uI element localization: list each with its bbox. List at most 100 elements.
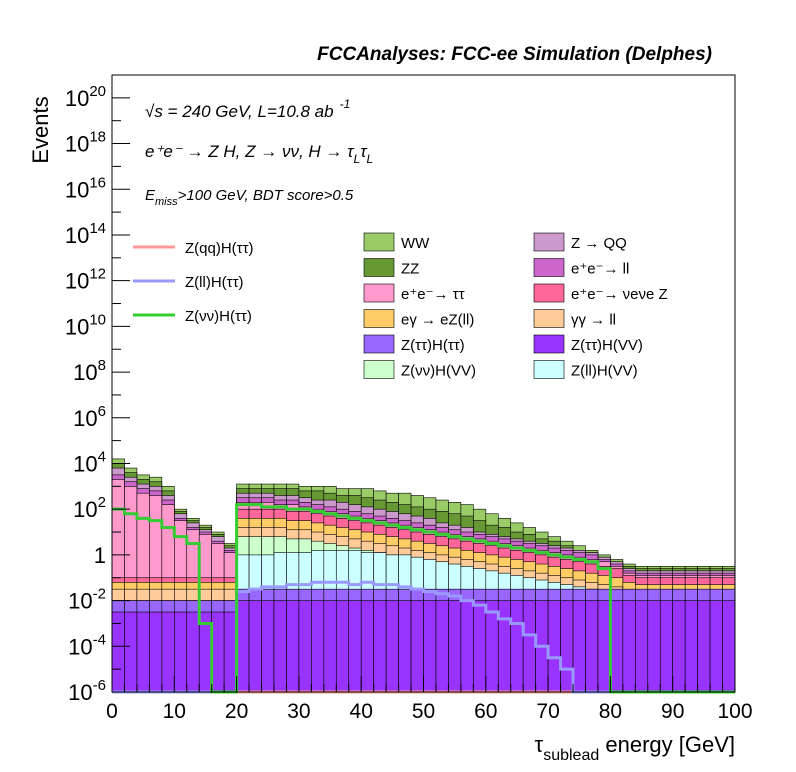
legend-swatch-e-e-e-e-z [533,283,565,303]
legend-label-z-qq: Z → QQ [571,235,627,252]
x-tick-label-10: 100 [717,700,752,723]
bar-z-h-vv-32 [510,600,524,693]
bar-z-h-vv-1 [124,611,138,693]
y-tick-label-5: 104 [73,448,106,476]
bar-z-h-vv-35 [547,600,561,693]
y-tick-label-11: 1016 [65,174,106,202]
bar-z-h-vv-13 [273,600,287,693]
bar-z-h-vv-42 [635,600,649,693]
legend-swatch-e-e-ll [533,258,565,277]
bar-z-h-vv-9 [223,611,237,693]
selection-label: Emiss>100 GeV, BDT score>0.5 [145,187,354,208]
legend: Z(qq)H(ττ) Z(ll)H(ττ) Z(νν)H(ττ) WW ZZ e⁺e⁻→ … [133,232,668,380]
energy-label: √s = 240 GeV, L=10.8 ab -1 [145,97,350,121]
x-tick-label-2: 20 [225,700,248,723]
bar-z-h-vv-5 [174,611,188,693]
bar-z-h-vv-14 [286,600,300,693]
x-tick-label-3: 30 [287,700,310,723]
x-tick-label-8: 80 [599,700,622,723]
legend-swatch-zz [363,258,395,277]
legend-label-zz: ZZ [401,261,419,278]
y-tick-label-4: 102 [73,494,106,522]
y-tick-label-10: 1014 [65,220,106,248]
bar-z-h-vv-18 [335,600,350,693]
line-z-h [112,503,735,694]
bar-z-h-vv-25 [423,600,437,693]
legend-swatch-z-qq [533,232,565,252]
bar-z-h-vv-44 [659,600,673,693]
y-tick-label-2: 10-2 [68,586,106,614]
legend-label-z-h-vv: Z(νν)H(VV) [401,363,476,380]
bar-z-h-vv-3 [149,611,163,693]
y-tick-label-12: 1018 [65,129,106,157]
x-tick-label-0: 0 [106,700,118,723]
x-tick-label-1: 10 [163,700,186,723]
bar-z-h-vv-38 [585,600,599,693]
bar-z-h-vv-6 [186,611,200,693]
y-tick-label-3: 1 [94,543,106,568]
bar-z-h-vv-45 [672,600,686,693]
bar-z-h-vv-21 [373,600,387,693]
y-tick-label-0: 10-6 [68,677,106,705]
bar-z-h-vv-4 [161,611,175,693]
bar-z-h-vv-27 [448,600,462,693]
legend-label-e-e-ll: e⁺e⁻→ ll [571,261,629,278]
legend-label-e-e-e-e-z: e⁺e⁻→ νeνe Z [571,286,668,303]
legend-swatch-ww [363,232,395,252]
legend-label-z-qq-h: Z(qq)H(ττ) [185,240,254,257]
bar-z-h-vv-47 [697,600,711,693]
legend-label-z-h: Z(νν)H(ττ) [185,308,252,325]
bar-z-h-vv-33 [522,600,536,693]
y-axis-label: Events [28,96,53,163]
legend-swatch-z-h [363,334,395,354]
bar-z-h-vv-22 [385,600,399,693]
x-tick-label-7: 70 [536,700,559,723]
bar-z-h-vv-12 [261,600,275,693]
stack-bars [111,458,736,693]
legend-swatch-e-e [363,283,395,303]
bar-z-h-vv-37 [572,600,586,693]
bar-z-h-vv-30 [485,600,499,693]
process-label: e⁺e⁻ → Z H, Z → νν, H → τLτL [145,142,373,166]
legend-swatch-z-h-vv [533,334,565,354]
legend-swatch-e-ez-ll [363,309,395,328]
y-tick-label-1: 10-4 [68,631,106,659]
legend-label-z-h: Z(ττ)H(ττ) [401,337,465,354]
x-tick-label-4: 40 [350,700,373,723]
legend-label-ll: γγ → ll [571,312,616,329]
bar-z-h-vv-28 [460,600,474,693]
legend-swatch-z-h-vv [363,360,395,379]
legend-label-e-ez-ll: eγ → eZ(ll) [401,312,474,329]
bar-z-h-vv-11 [248,600,262,693]
bar-z-h-vv-23 [398,600,412,693]
bar-z-h-vv-46 [684,600,698,693]
bar-z-h-vv-29 [473,600,487,693]
bar-z-h-vv-39 [597,600,611,693]
x-tick-label-6: 60 [474,700,497,723]
bar-z-h-vv-48 [709,600,723,693]
y-tick-label-6: 106 [73,403,106,431]
bar-z-h-vv-19 [348,600,362,693]
bar-z-h-vv-24 [410,600,424,693]
x-tick-label-5: 50 [412,700,435,723]
bar-z-h-vv-26 [435,600,449,693]
legend-swatch-z-ll-h-vv [533,360,565,379]
bar-z-h-vv-49 [722,600,736,693]
bar-z-h-vv-20 [360,600,374,693]
bar-z-h-vv-16 [311,600,325,693]
bar-z-h-vv-10 [236,600,250,693]
bar-z-h-vv-8 [211,611,225,693]
legend-label-z-ll-h-vv: Z(ll)H(VV) [571,363,638,380]
chart-title: FCCAnalyses: FCC-ee Simulation (Delphes) [317,44,712,65]
x-tick-label-9: 90 [661,700,684,723]
y-axis: 10-6 10-4 10-2 1 102 104 106 108 1010 1012 1014 101… [65,74,130,705]
y-tick-label-9: 1012 [65,266,106,294]
bar-z-h-vv-0 [111,611,125,693]
legend-label-e-e: e⁺e⁻→ ττ [401,286,465,303]
legend-label-z-ll-h: Z(ll)H(ττ) [185,274,244,291]
bar-z-h-vv-2 [136,611,150,693]
bar-z-h-vv-31 [497,600,512,693]
y-tick-label-13: 1020 [65,83,106,111]
bar-z-h-vv-43 [647,600,661,693]
